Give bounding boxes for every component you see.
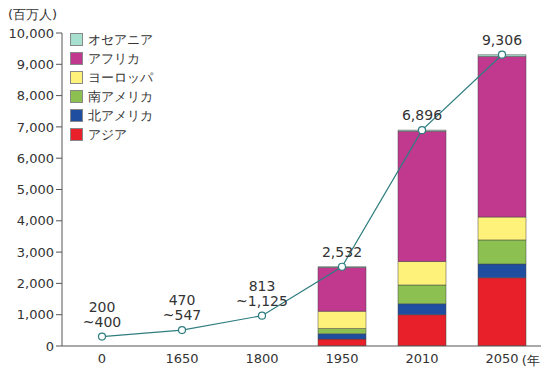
html-text:アフリカ: アフリカ <box>88 50 140 66</box>
svg-text:4,000: 4,000 <box>17 213 54 228</box>
svg-text:1950: 1950 <box>325 351 358 366</box>
svg-text:2050: 2050 <box>485 351 518 366</box>
svg-text:9,306: 9,306 <box>482 32 522 48</box>
svg-text:1,000: 1,000 <box>17 307 54 322</box>
svg-text:470~547: 470~547 <box>163 292 201 323</box>
svg-text:5,000: 5,000 <box>17 182 54 197</box>
svg-text:6,896: 6,896 <box>402 107 442 123</box>
svg-text:200~400: 200~400 <box>83 299 121 330</box>
html-text:アジア: アジア <box>88 126 127 142</box>
svg-text:1800: 1800 <box>245 351 278 366</box>
svg-text:0: 0 <box>98 351 106 366</box>
svg-text:9,000: 9,000 <box>17 57 54 72</box>
svg-text:6,000: 6,000 <box>17 151 54 166</box>
svg-text:10,000: 10,000 <box>9 26 55 41</box>
svg-text:2010: 2010 <box>405 351 438 366</box>
svg-text:813~1,125: 813~1,125 <box>236 278 288 309</box>
svg-text:2,000: 2,000 <box>17 276 54 291</box>
html-text:オセアニア: オセアニア <box>88 31 153 47</box>
html-text:ヨーロッパ: ヨーロッパ <box>88 69 153 85</box>
html-text:北アメリカ: 北アメリカ <box>88 107 153 123</box>
svg-text:3,000: 3,000 <box>17 245 54 260</box>
svg-text:2,532: 2,532 <box>322 244 362 260</box>
html-text:(百万人): (百万人) <box>8 7 58 22</box>
svg-text:1650: 1650 <box>165 351 198 366</box>
svg-text:7,000: 7,000 <box>17 120 54 135</box>
html-text:(年): (年) <box>521 353 545 368</box>
svg-text:8,000: 8,000 <box>17 88 54 103</box>
html-text:南アメリカ: 南アメリカ <box>88 88 153 104</box>
svg-text:0: 0 <box>46 339 54 354</box>
